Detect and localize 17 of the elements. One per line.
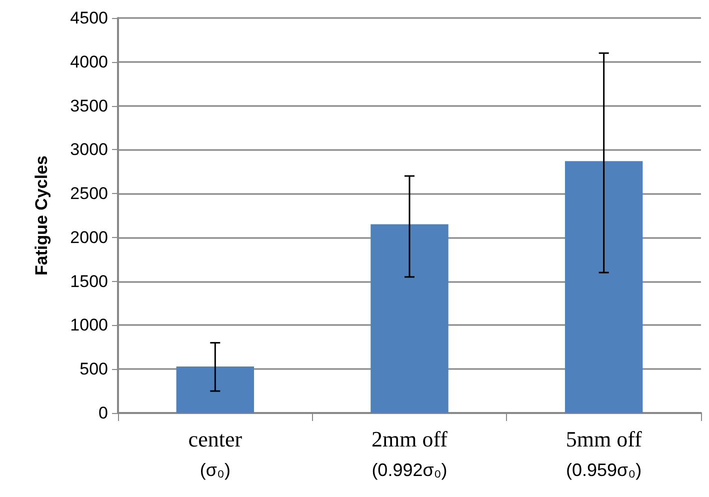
- y-tick-label: 1000: [70, 316, 108, 335]
- x-tick-label: center (σ₀): [188, 426, 243, 480]
- y-tick-label: 1500: [70, 272, 108, 291]
- y-tick-label: 4000: [70, 52, 108, 72]
- x-tick-label: 5mm off (0.959σ₀): [566, 426, 642, 480]
- y-tick-label: 4500: [70, 8, 108, 28]
- y-tick-label: 2500: [70, 184, 108, 204]
- bar: [564, 161, 643, 413]
- bar: [176, 366, 254, 413]
- y-tick-label: 3500: [70, 96, 108, 116]
- x-tick-label: 2mm off (0.992σ₀): [372, 426, 448, 480]
- y-tick-label: 2000: [70, 228, 108, 247]
- y-tick-label: 500: [80, 360, 108, 379]
- y-tick-label: 0: [98, 404, 108, 422]
- y-axis-title: Fatigue Cycles: [32, 156, 51, 276]
- y-tick-label: 3000: [70, 140, 108, 160]
- bar: [370, 224, 448, 413]
